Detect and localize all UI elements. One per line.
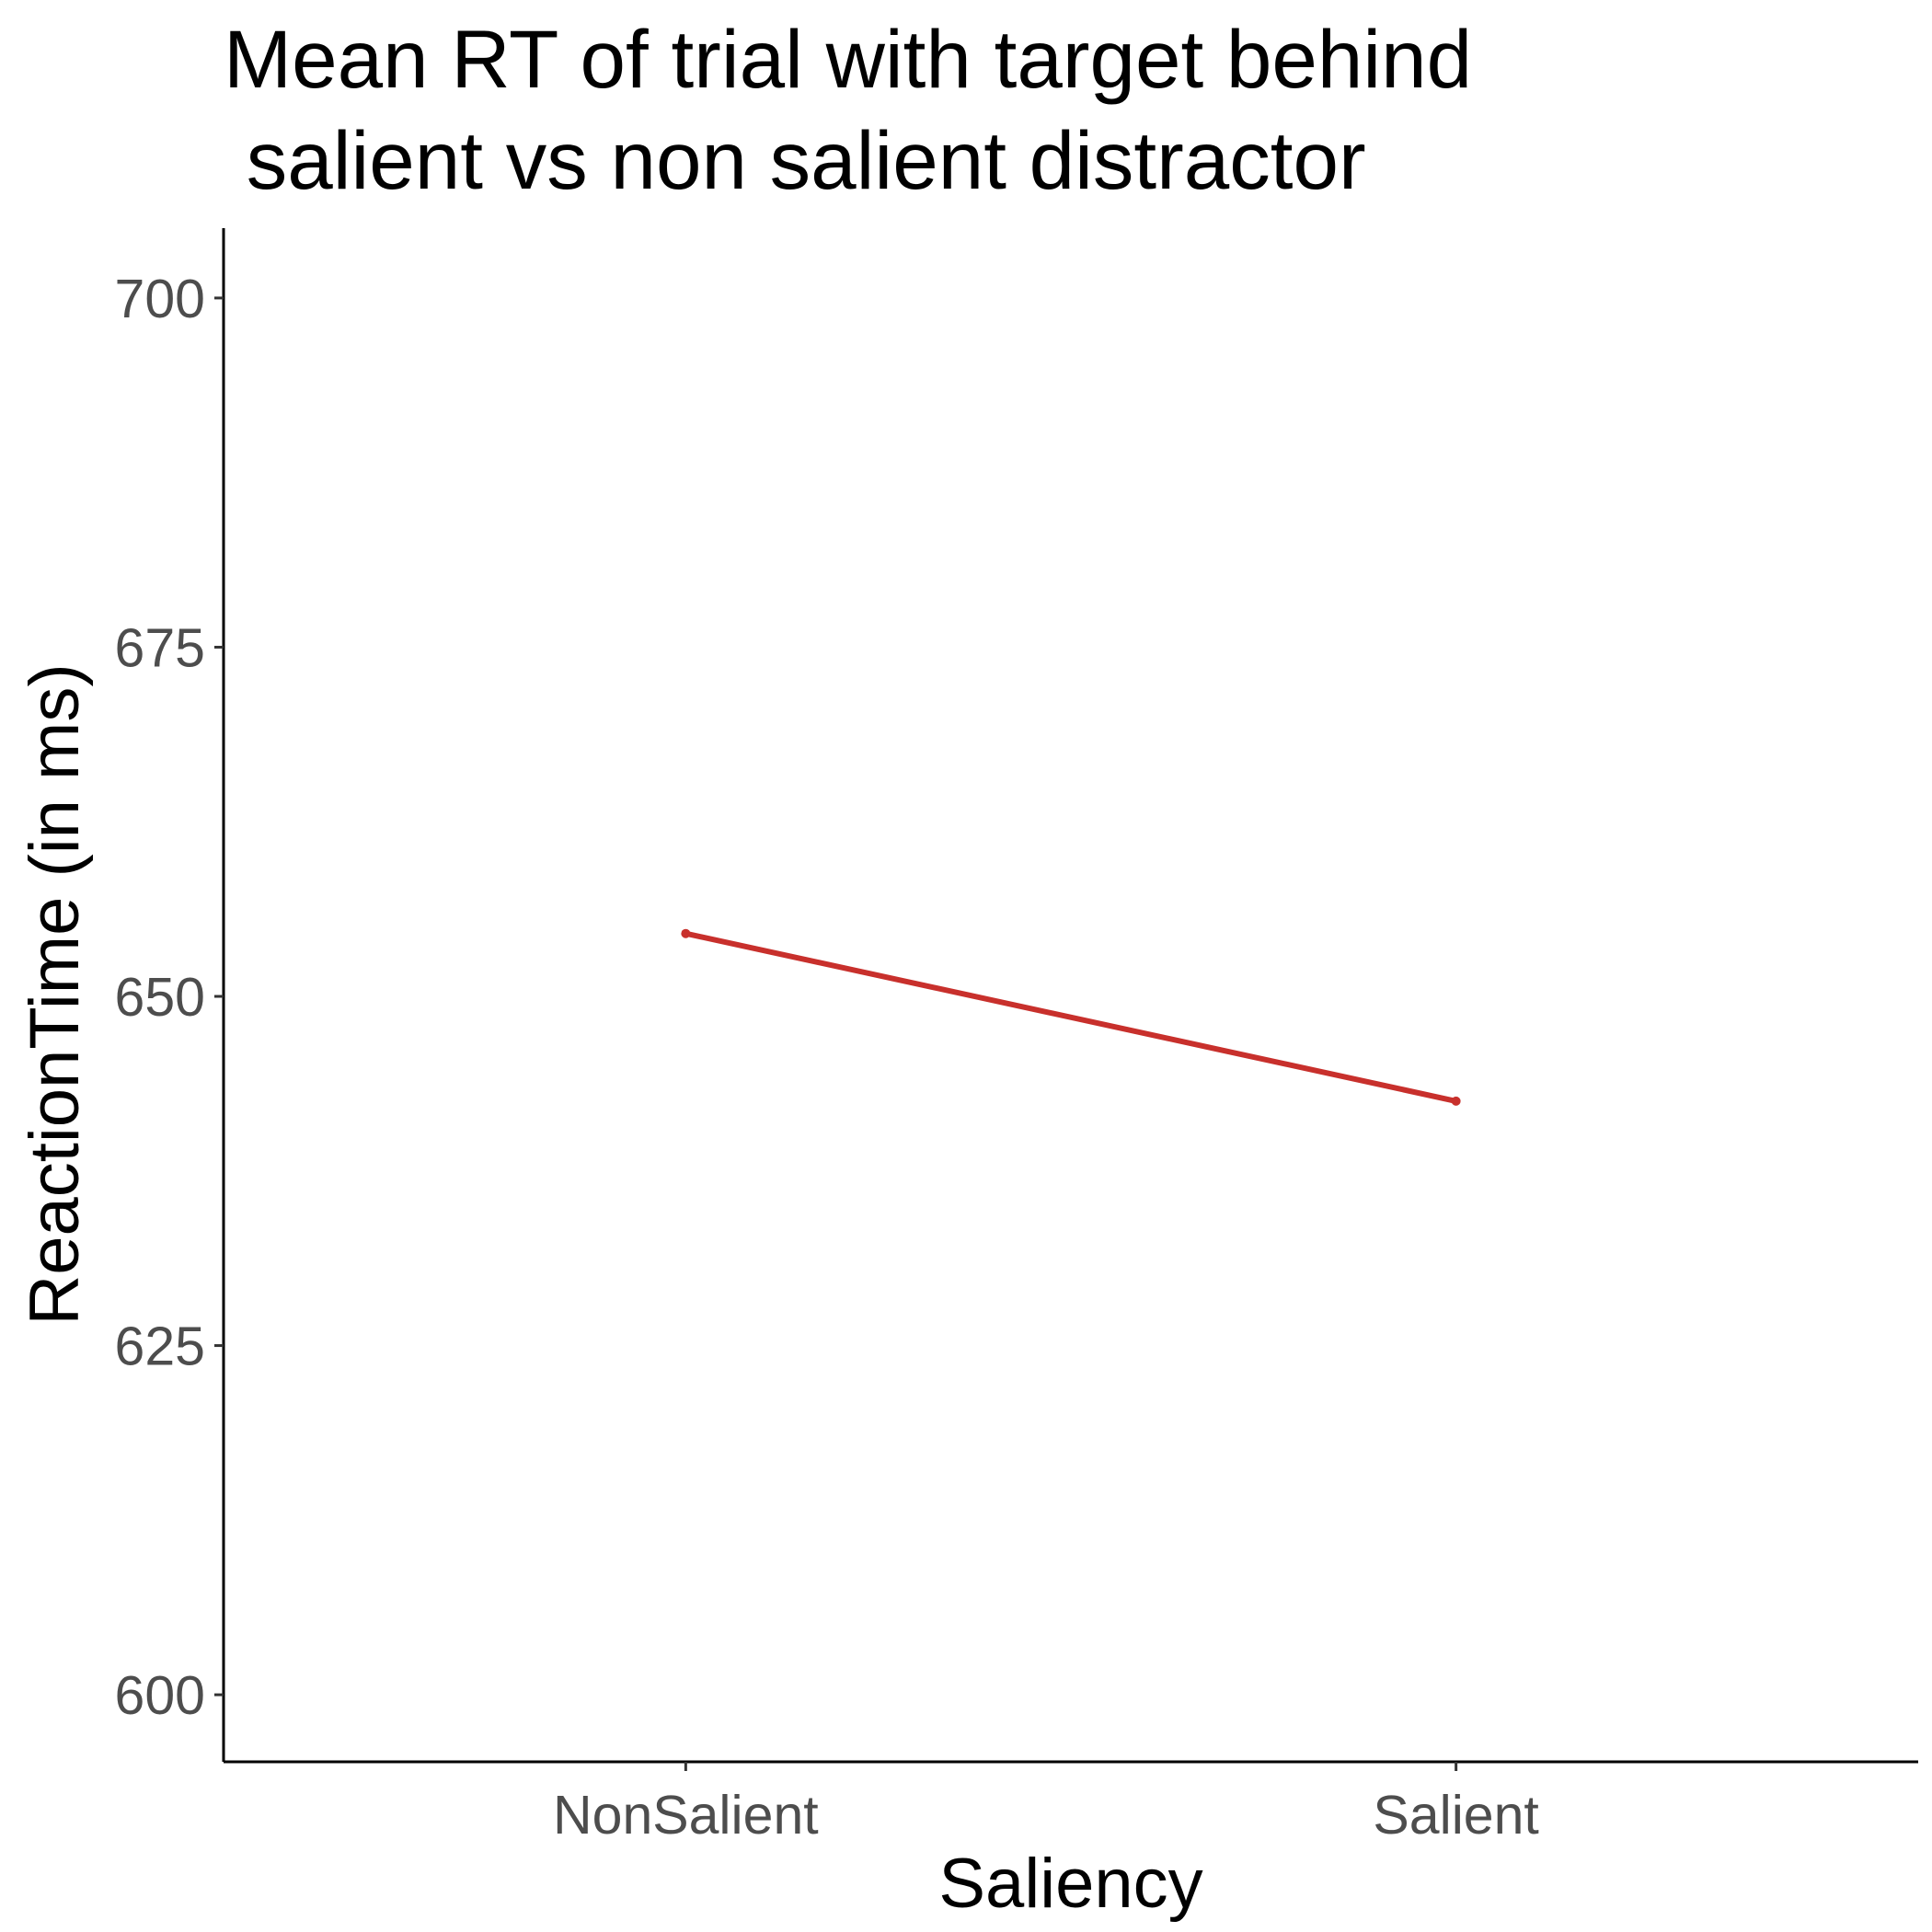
series-line <box>684 930 1457 1104</box>
series-layer <box>681 928 1461 1106</box>
x-ticks: NonSalient Salient <box>553 1762 1539 1846</box>
x-tick-label: NonSalient <box>553 1785 819 1846</box>
y-tick-label: 600 <box>115 1665 205 1726</box>
data-point <box>1451 1096 1461 1106</box>
y-ticks: 600 625 650 675 700 <box>115 269 224 1726</box>
x-tick-label: Salient <box>1373 1785 1538 1846</box>
y-tick-label: 675 <box>115 617 205 678</box>
x-axis-title: Saliency <box>938 1845 1202 1923</box>
y-tick-label: 625 <box>115 1317 205 1377</box>
y-tick-label: 700 <box>115 269 205 329</box>
data-point <box>681 928 691 938</box>
y-axis-title: ReactionTime (in ms) <box>16 663 94 1325</box>
chart-title-line-2: salient vs non salient distractor <box>224 114 1366 206</box>
y-tick-label: 650 <box>115 967 205 1028</box>
chart-title-line-1: Mean RT of trial with target behind <box>224 13 1472 105</box>
